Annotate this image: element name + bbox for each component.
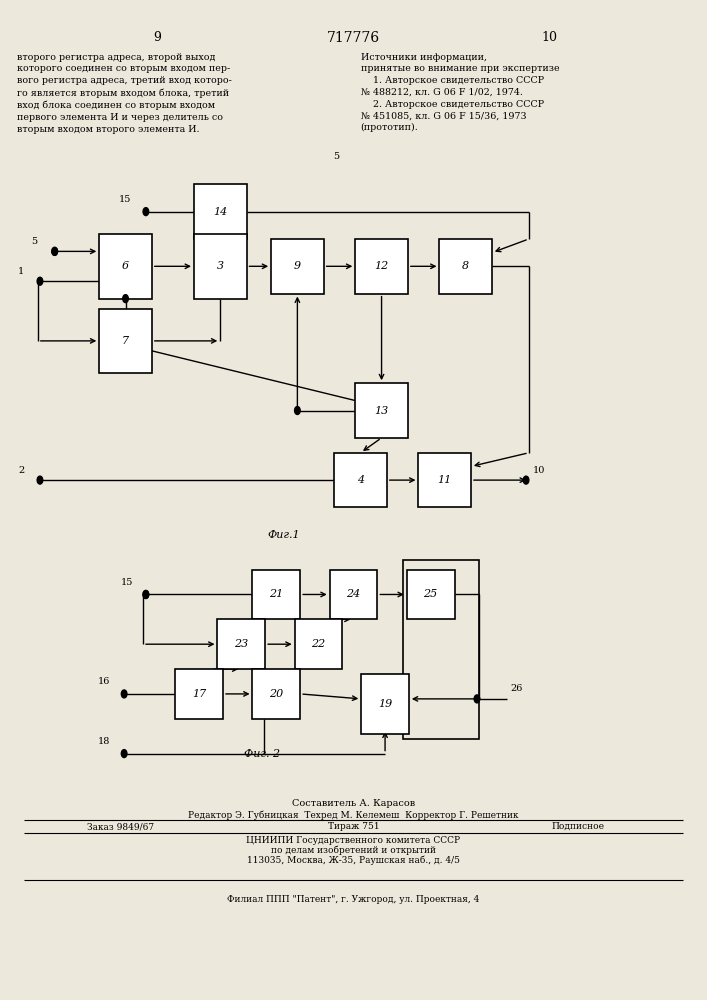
Text: 26: 26 bbox=[510, 684, 523, 693]
Text: Филиал ППП "Патент", г. Ужгород, ул. Проектная, 4: Филиал ППП "Патент", г. Ужгород, ул. Про… bbox=[228, 895, 479, 904]
Text: по делам изобретений и открытий: по делам изобретений и открытий bbox=[271, 845, 436, 855]
Circle shape bbox=[295, 407, 300, 414]
Text: 717776: 717776 bbox=[327, 31, 380, 45]
Circle shape bbox=[37, 476, 42, 484]
Text: 12: 12 bbox=[375, 261, 389, 271]
Text: 9: 9 bbox=[153, 31, 161, 44]
Text: Подписное: Подписное bbox=[551, 822, 604, 831]
Text: Составитель А. Карасов: Составитель А. Карасов bbox=[292, 799, 415, 808]
Text: 3: 3 bbox=[216, 261, 224, 271]
Text: 19: 19 bbox=[378, 699, 392, 709]
Bar bbox=[99, 234, 152, 299]
Bar bbox=[440, 239, 492, 294]
Text: Тираж 751: Тираж 751 bbox=[327, 822, 380, 831]
Text: 22: 22 bbox=[311, 639, 325, 649]
Bar bbox=[194, 234, 247, 299]
Text: ЦНИИПИ Государственного комитета СССР: ЦНИИПИ Государственного комитета СССР bbox=[247, 836, 460, 845]
Bar bbox=[218, 619, 265, 669]
Circle shape bbox=[52, 247, 57, 255]
Circle shape bbox=[122, 750, 127, 758]
Text: 20: 20 bbox=[269, 689, 284, 699]
Text: 21: 21 bbox=[269, 589, 284, 599]
Text: 16: 16 bbox=[98, 677, 110, 686]
Text: 13: 13 bbox=[375, 406, 389, 416]
Bar bbox=[99, 309, 152, 373]
Circle shape bbox=[143, 590, 148, 598]
Circle shape bbox=[143, 208, 148, 216]
Bar bbox=[334, 453, 387, 507]
Text: Редактор Э. Губницкая  Техред М. Келемеш  Корректор Г. Решетник: Редактор Э. Губницкая Техред М. Келемеш … bbox=[188, 810, 519, 820]
Text: 14: 14 bbox=[213, 207, 228, 217]
Text: 7: 7 bbox=[122, 336, 129, 346]
Text: Фиг.1: Фиг.1 bbox=[267, 530, 300, 540]
Text: 6: 6 bbox=[122, 261, 129, 271]
Text: Фиг. 2: Фиг. 2 bbox=[244, 749, 281, 759]
Bar bbox=[252, 570, 300, 619]
Text: 18: 18 bbox=[98, 737, 110, 746]
Text: 24: 24 bbox=[346, 589, 361, 599]
Bar bbox=[329, 570, 378, 619]
Circle shape bbox=[37, 277, 42, 285]
Circle shape bbox=[123, 295, 129, 303]
Text: 10: 10 bbox=[542, 31, 558, 44]
Text: 25: 25 bbox=[423, 589, 438, 599]
Text: 9: 9 bbox=[294, 261, 301, 271]
Text: Заказ 9849/67: Заказ 9849/67 bbox=[87, 822, 154, 831]
Text: 17: 17 bbox=[192, 689, 206, 699]
Circle shape bbox=[143, 590, 148, 598]
Text: второго регистра адреса, второй выход
которого соединен со вторым входом пер-
во: второго регистра адреса, второй выход ко… bbox=[17, 52, 232, 134]
Bar bbox=[175, 669, 223, 719]
Text: 4: 4 bbox=[357, 475, 364, 485]
Bar bbox=[403, 560, 479, 739]
Bar bbox=[295, 619, 342, 669]
Text: Источники информации,
принятые во внимание при экспертизе
    1. Авторское свиде: Источники информации, принятые во вниман… bbox=[361, 52, 559, 132]
Bar bbox=[355, 239, 408, 294]
Bar bbox=[407, 570, 455, 619]
Circle shape bbox=[523, 476, 529, 484]
Text: 2: 2 bbox=[18, 466, 25, 475]
Text: 8: 8 bbox=[462, 261, 469, 271]
Bar bbox=[252, 669, 300, 719]
Text: 23: 23 bbox=[234, 639, 248, 649]
Bar bbox=[194, 184, 247, 239]
Bar bbox=[355, 383, 408, 438]
Bar bbox=[361, 674, 409, 734]
Text: 10: 10 bbox=[532, 466, 544, 475]
Circle shape bbox=[474, 695, 480, 703]
Text: 5: 5 bbox=[333, 152, 339, 161]
Text: 11: 11 bbox=[438, 475, 452, 485]
Circle shape bbox=[52, 247, 57, 255]
Text: 15: 15 bbox=[121, 578, 133, 587]
Bar bbox=[271, 239, 324, 294]
Bar bbox=[419, 453, 471, 507]
Text: 113035, Москва, Ж-35, Раушская наб., д. 4/5: 113035, Москва, Ж-35, Раушская наб., д. … bbox=[247, 855, 460, 865]
Text: 15: 15 bbox=[119, 195, 131, 204]
Text: 5: 5 bbox=[31, 237, 37, 246]
Circle shape bbox=[122, 690, 127, 698]
Text: 1: 1 bbox=[18, 267, 25, 276]
